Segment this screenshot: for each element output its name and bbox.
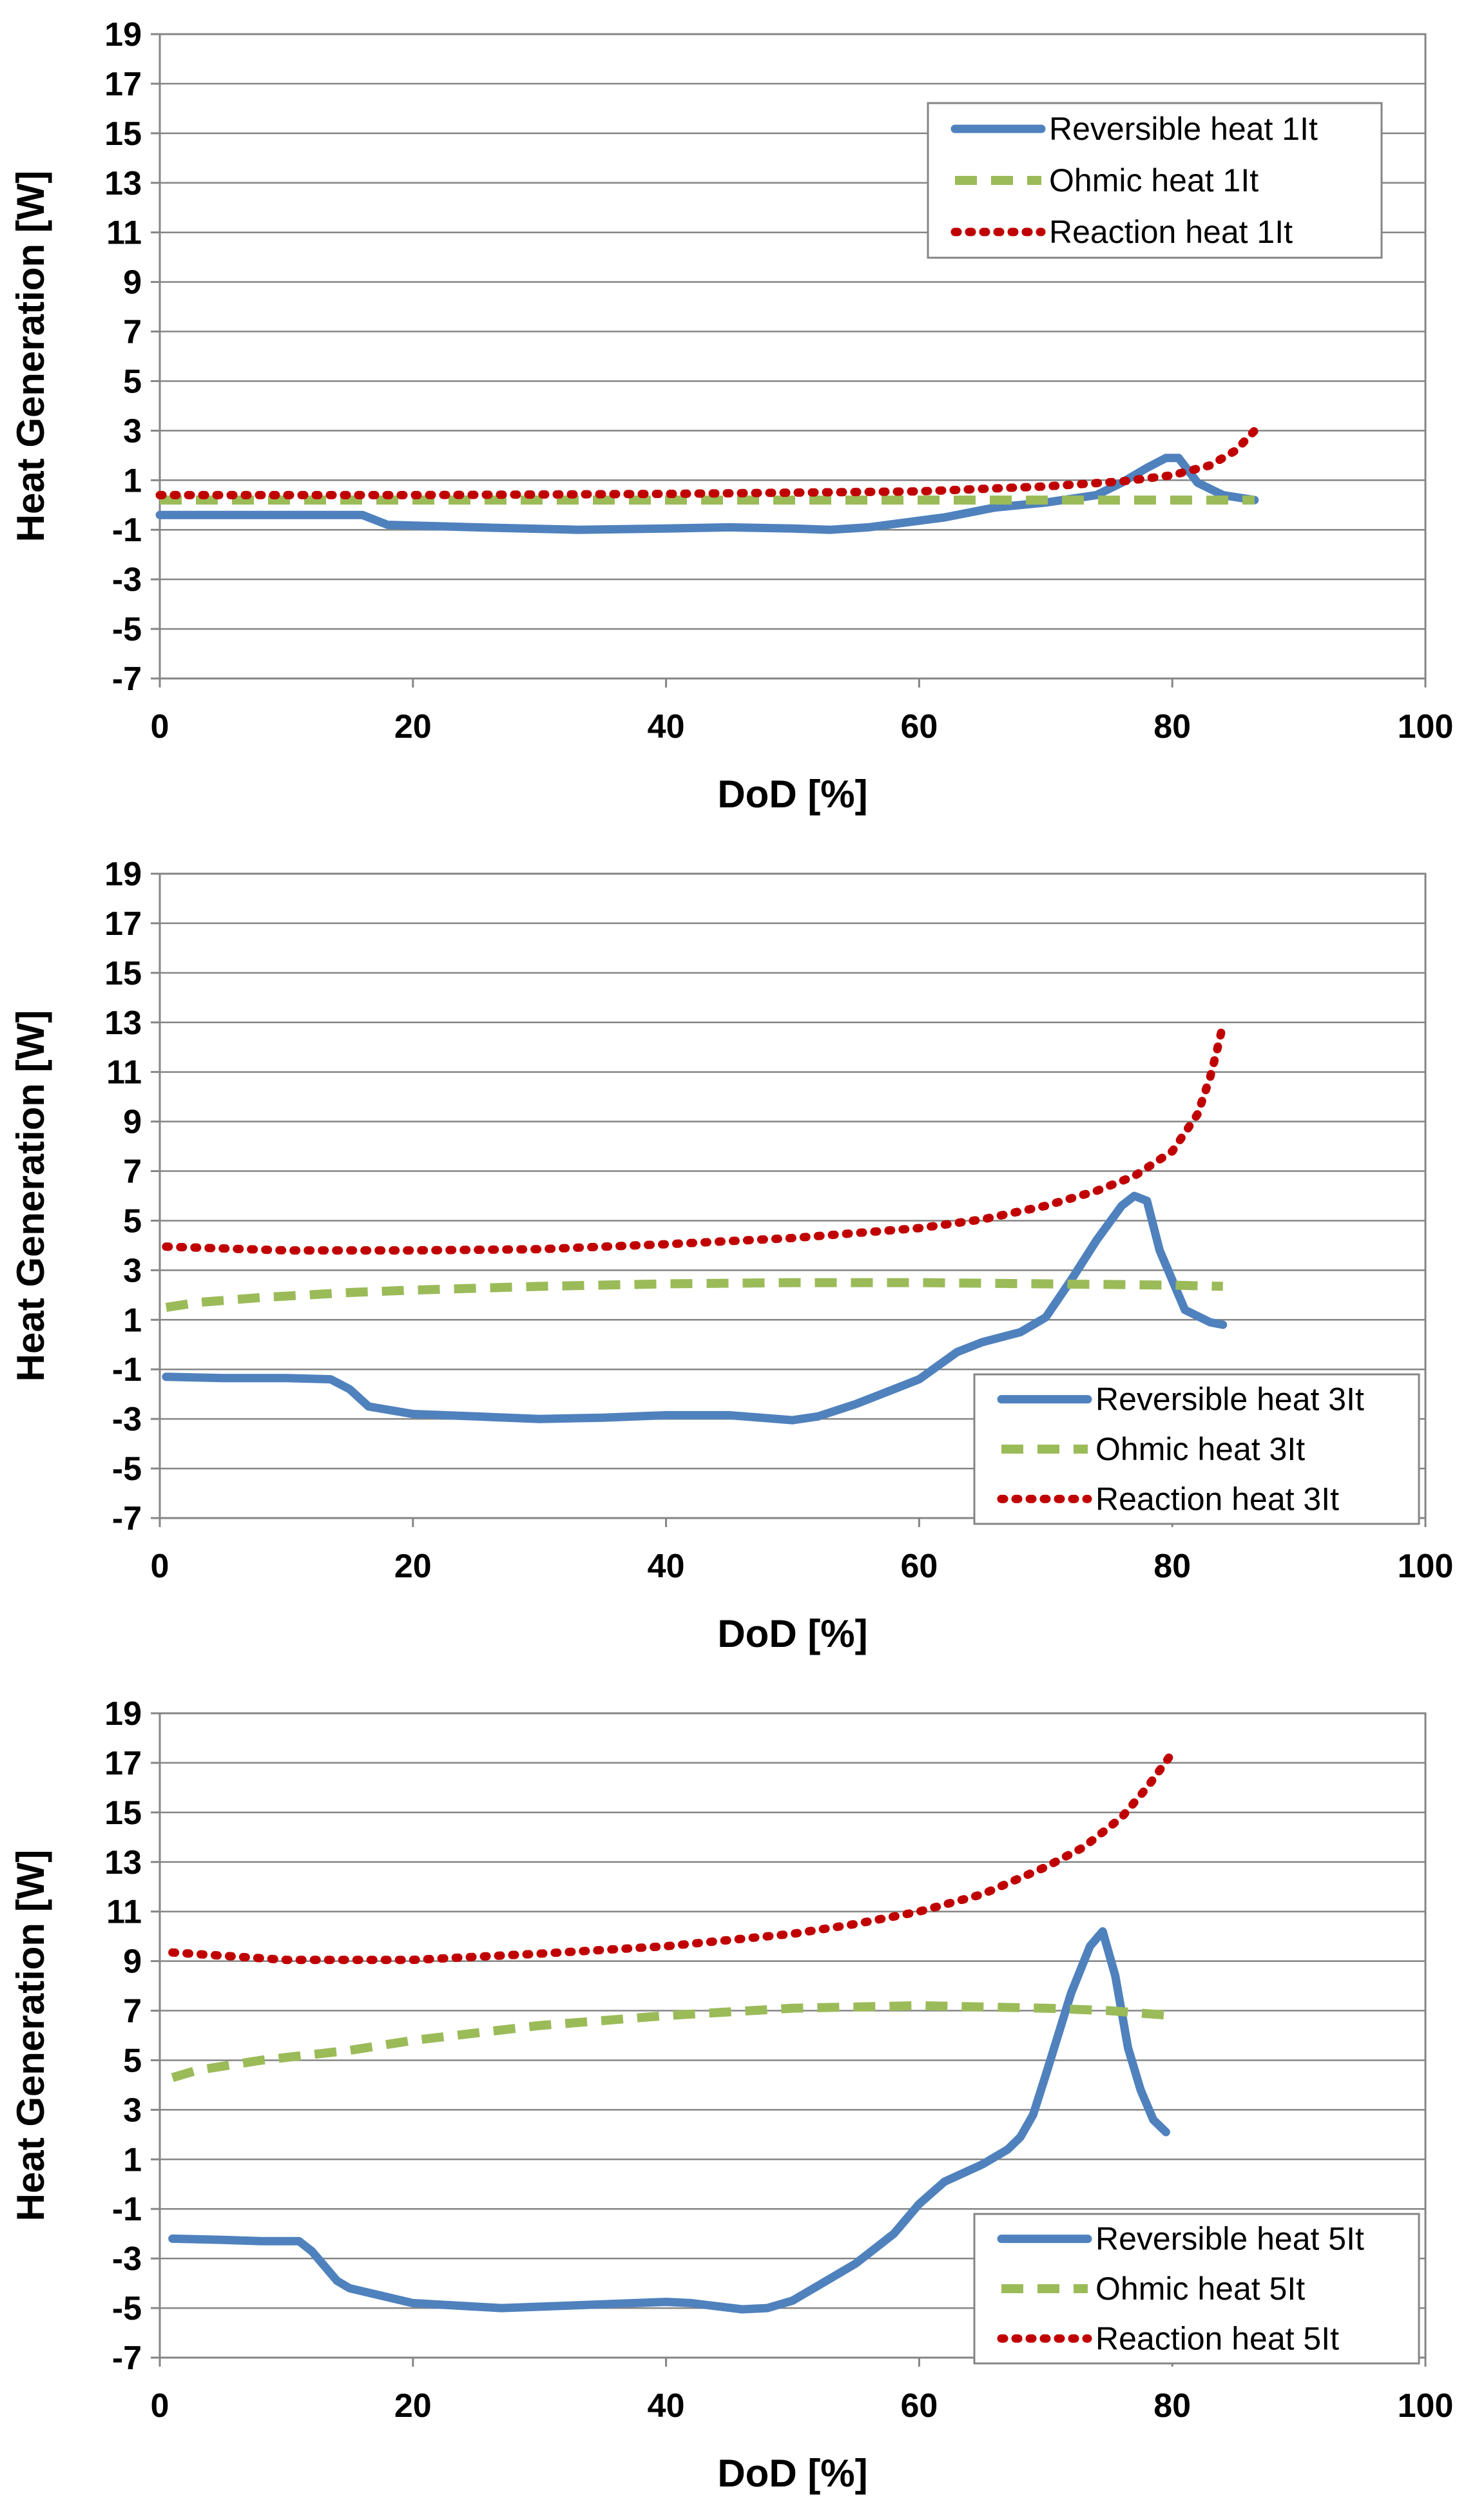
y-tick-label: 11	[106, 1054, 142, 1092]
x-axis-title: DoD [%]	[717, 773, 867, 816]
chart-panel-5it: -7 -5 -3 -1 1 3 5 7 9 11 13 15 17 19 0 20 40 60 80 100 DoD […	[0, 1679, 1466, 2519]
x-axis-title: DoD [%]	[717, 2452, 867, 2495]
series-line-reversible-heat-5it	[168, 1927, 1170, 2314]
x-tick-label: 20	[394, 1548, 432, 1585]
y-tick-label: -5	[112, 2290, 142, 2327]
y-tick-label: 9	[123, 1943, 142, 1981]
y-tick-label: -7	[112, 1500, 142, 1537]
x-tick-label: 0	[151, 708, 169, 745]
series-line-reversible-heat-1it	[155, 454, 1259, 534]
y-tick-label: 5	[123, 1202, 142, 1240]
x-tick-label: 80	[1153, 2387, 1191, 2425]
x-tick-label: 60	[900, 2387, 938, 2425]
x-tick-label: 0	[151, 2387, 169, 2425]
y-tick-label: 19	[104, 16, 142, 53]
plot-area-frame	[159, 33, 1427, 680]
y-tick-label: 3	[123, 412, 142, 450]
y-tick-label: 3	[123, 2092, 142, 2129]
y-tick-label: 11	[106, 215, 142, 252]
legend-label-ohmic-heat-3it: Ohmic heat 3It	[1095, 1431, 1305, 1467]
y-tick-label: 19	[104, 1695, 142, 1733]
x-axis-title: DoD [%]	[717, 1612, 867, 1655]
x-tick-label: 20	[394, 708, 432, 745]
y-tick-label: 17	[104, 905, 142, 943]
chart-panel-3it: -7 -5 -3 -1 1 3 5 7 9 11 13 15 17 19 0 20 40 60 80 100 DoD […	[0, 840, 1466, 1679]
x-tick-label: 60	[900, 708, 938, 745]
legend: Reversible heat 5It Ohmic heat 5It Reactio…	[973, 2213, 1420, 2365]
legend: Reversible heat 1It Ohmic heat 1It Reactio…	[927, 102, 1383, 259]
y-tick-label: 17	[104, 1745, 142, 1782]
plot-area-frame	[159, 1712, 1427, 2359]
x-tick-label: 40	[648, 708, 685, 745]
x-tick-label: 100	[1398, 2387, 1454, 2425]
legend: Reversible heat 3It Ohmic heat 3It Reactio…	[973, 1373, 1420, 1525]
y-axis-title: Heat Generation [W]	[9, 171, 52, 543]
y-tick-label: 9	[123, 264, 142, 302]
x-tick-label: 80	[1153, 1548, 1191, 1585]
legend-label-reaction-heat-5it: Reaction heat 5It	[1095, 2320, 1339, 2356]
y-tick-label: 1	[123, 2141, 142, 2179]
y-tick-label: 1	[123, 462, 142, 499]
legend-label-ohmic-heat-5it: Ohmic heat 5It	[1095, 2271, 1305, 2307]
series-line-reaction-heat-5it	[168, 1749, 1177, 1965]
x-tick-label: 60	[900, 1548, 938, 1585]
y-tick-label: 9	[123, 1104, 142, 1141]
x-tick-label: 40	[648, 2387, 685, 2425]
legend-label-reversible-heat-1it: Reversible heat 1It	[1049, 111, 1318, 147]
legend-label-reaction-heat-3it: Reaction heat 3It	[1095, 1481, 1339, 1517]
y-tick-label: 5	[123, 2042, 142, 2079]
y-tick-label: 17	[104, 66, 142, 103]
y-tick-label: 7	[123, 1153, 142, 1191]
y-tick-label: 19	[104, 856, 142, 893]
x-tick-label: 20	[394, 2387, 432, 2425]
y-tick-label: 3	[123, 1252, 142, 1289]
legend-label-reversible-heat-5it: Reversible heat 5It	[1095, 2221, 1364, 2257]
y-tick-label: 13	[104, 165, 142, 202]
y-tick-label: 5	[123, 363, 142, 400]
series-line-ohmic-heat-5it	[171, 2001, 1173, 2082]
series-line-reversible-heat-3it	[162, 1191, 1228, 1425]
x-tick-label: 0	[151, 1548, 169, 1585]
y-tick-label: -7	[112, 660, 142, 698]
legend-label-reaction-heat-1it: Reaction heat 1It	[1049, 214, 1293, 250]
y-tick-label: 7	[123, 314, 142, 351]
y-tick-label: 15	[104, 1794, 142, 1832]
plot-area-frame	[159, 872, 1427, 1519]
y-tick-label: -3	[112, 561, 142, 599]
x-tick-label: 100	[1398, 708, 1454, 745]
y-tick-label: -1	[112, 1351, 142, 1389]
y-axis-title: Heat Generation [W]	[9, 1010, 52, 1382]
x-tick-label: 40	[648, 1548, 685, 1585]
x-tick-label: 80	[1153, 708, 1191, 745]
y-tick-label: -5	[112, 611, 142, 648]
y-tick-label: -5	[112, 1450, 142, 1488]
series-line-ohmic-heat-3it	[165, 1278, 1223, 1313]
y-tick-label: -1	[112, 512, 142, 549]
y-tick-label: -7	[112, 2340, 142, 2377]
series-line-reaction-heat-3it	[162, 1021, 1228, 1255]
y-tick-label: 15	[104, 115, 142, 153]
y-tick-label: 13	[104, 1844, 142, 1881]
y-tick-label: -3	[112, 2240, 142, 2278]
y-axis-title: Heat Generation [W]	[9, 1850, 52, 2222]
y-tick-label: 7	[123, 1993, 142, 2030]
chart-panel-1it: -7 -5 -3 -1 1 3 5 7 9 11 13 15 17 19 0 20 40 60 80 100 DoD […	[0, 0, 1466, 840]
legend-label-reversible-heat-3it: Reversible heat 3It	[1095, 1381, 1364, 1418]
y-tick-label: 11	[106, 1894, 142, 1931]
series-line-reaction-heat-1it	[155, 426, 1259, 499]
legend-label-ohmic-heat-1it: Ohmic heat 1It	[1049, 162, 1259, 198]
x-tick-label: 100	[1398, 1548, 1454, 1585]
y-tick-label: 1	[123, 1302, 142, 1339]
y-tick-label: 13	[104, 1005, 142, 1042]
y-tick-label: -3	[112, 1401, 142, 1438]
y-tick-label: -1	[112, 2191, 142, 2228]
y-tick-label: 15	[104, 955, 142, 992]
